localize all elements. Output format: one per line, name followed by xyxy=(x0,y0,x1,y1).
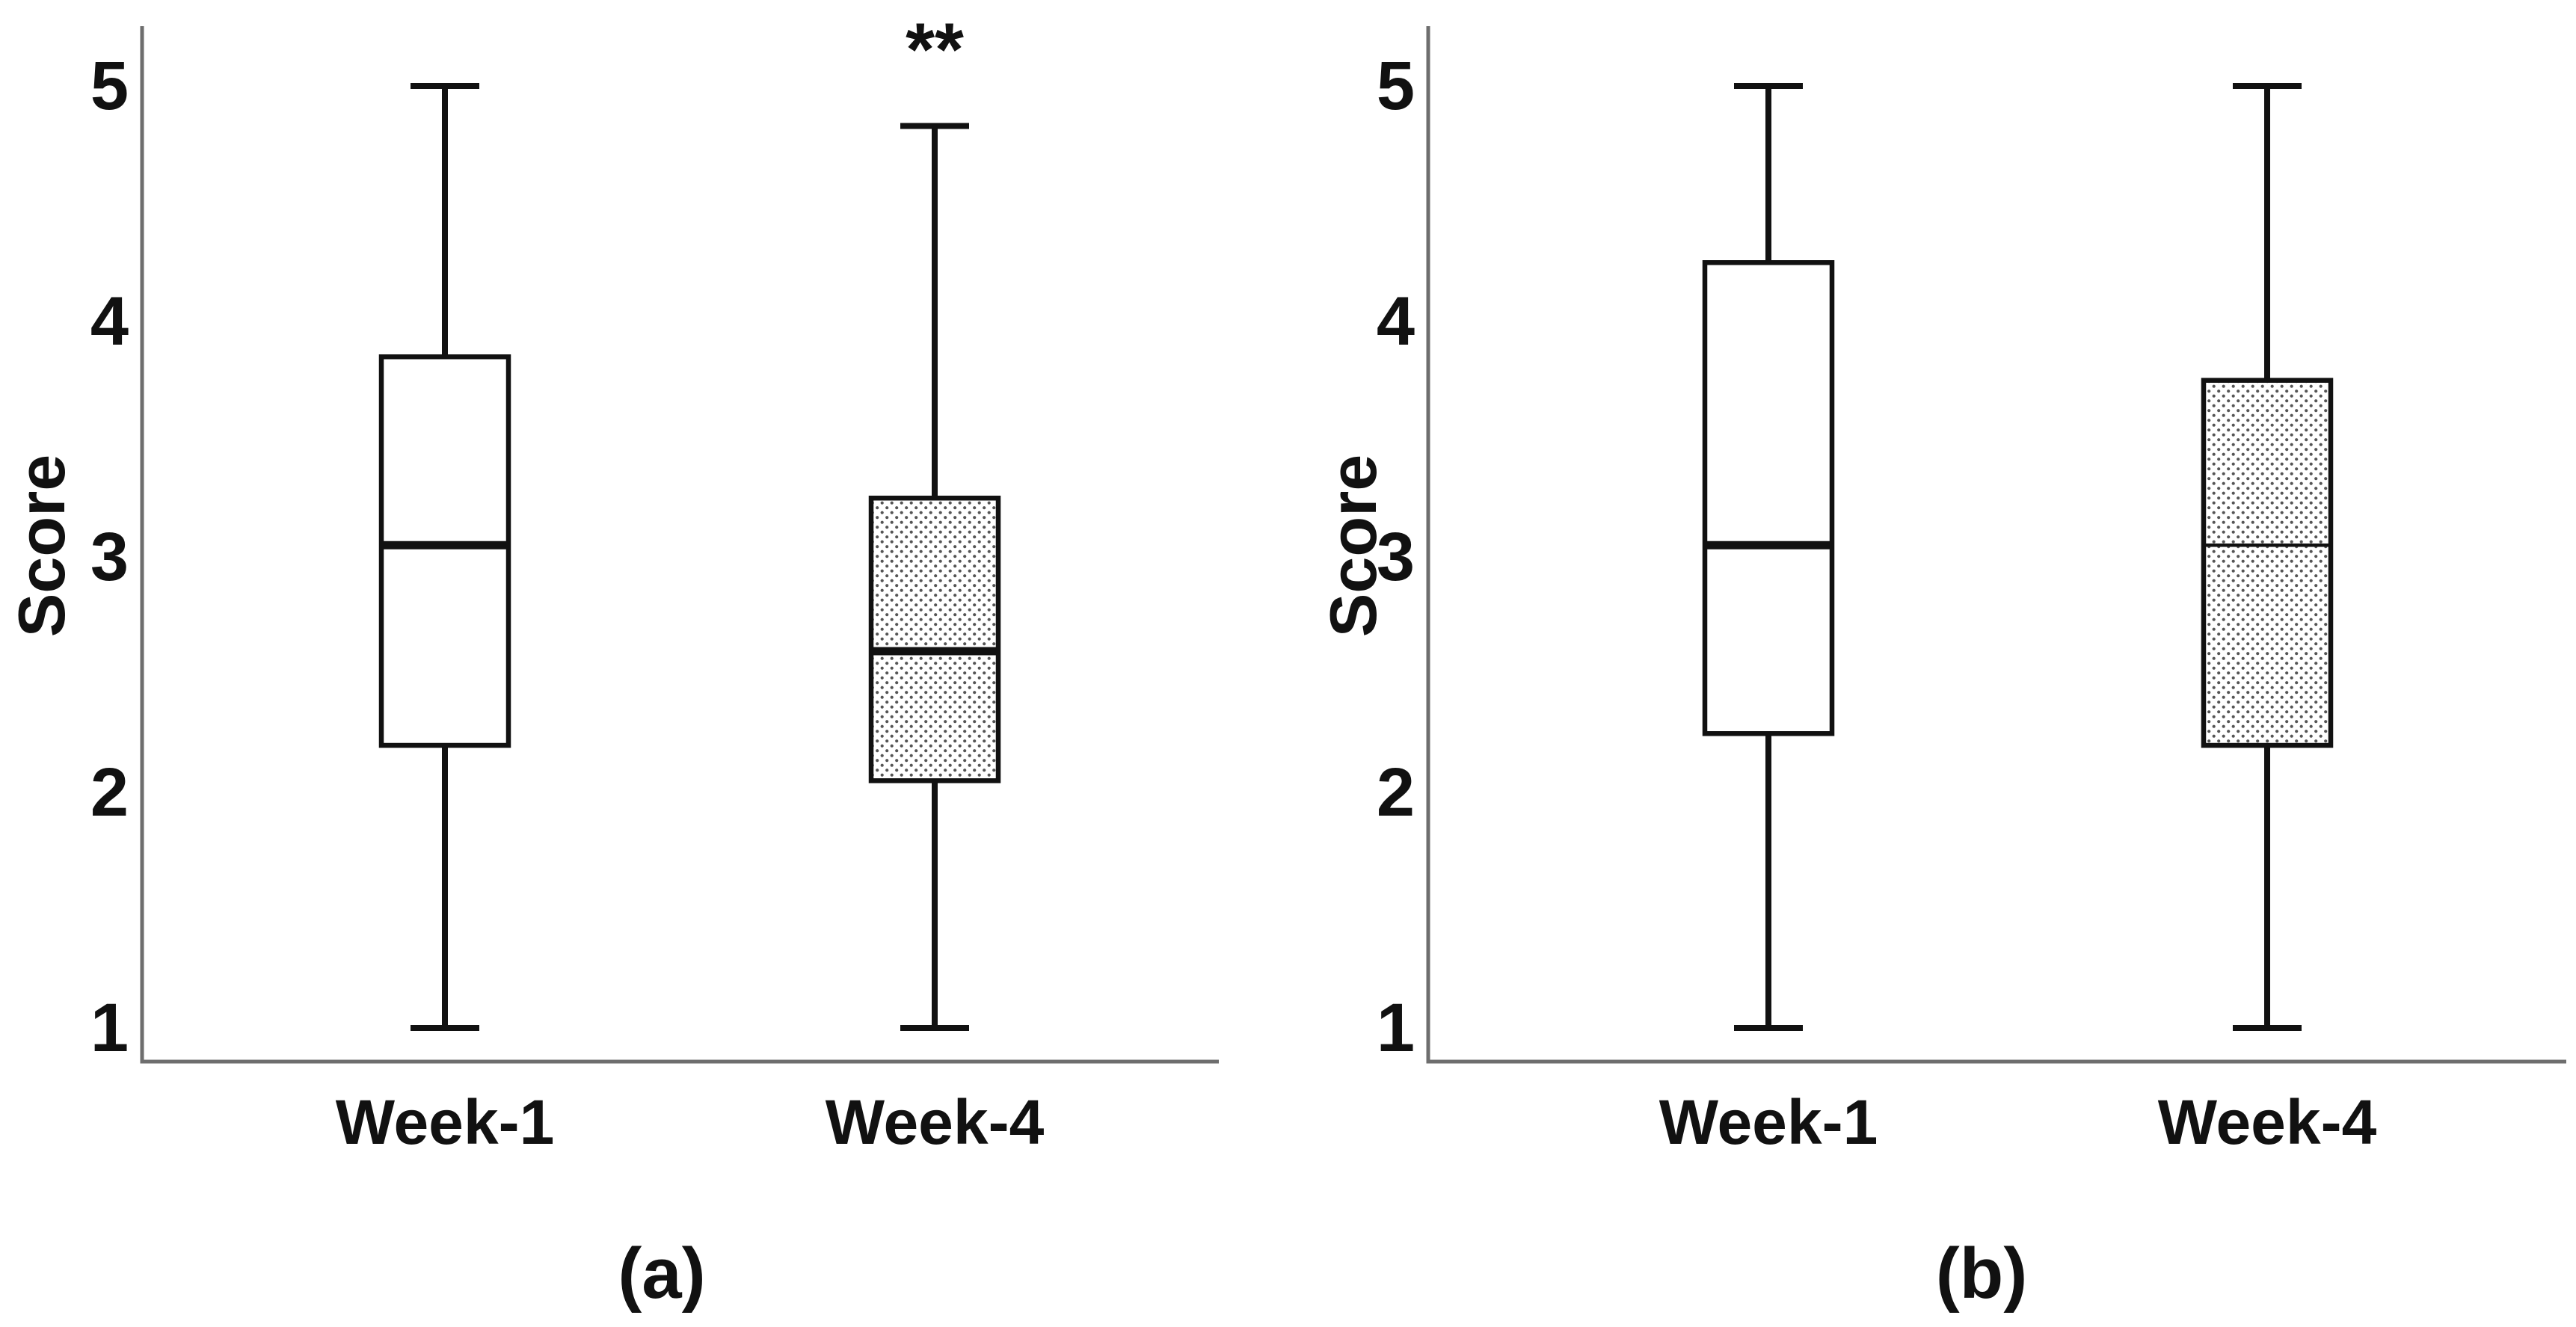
y-tick-label-3: 3 xyxy=(1377,519,1415,595)
box-b-week-4 xyxy=(2201,83,2334,1031)
x-category-label-week-1: Week-1 xyxy=(336,1087,555,1157)
y-tick-label-3: 3 xyxy=(90,519,129,595)
y-tick-label-5: 5 xyxy=(1377,48,1415,124)
y-tick-label-1: 1 xyxy=(90,990,129,1066)
y-tick-label-4: 4 xyxy=(1377,283,1415,360)
iqr-box xyxy=(1702,260,1835,736)
panel-caption-b: (b) xyxy=(1935,1234,2028,1314)
panel-b: 1 2 3 4 5 Week-1 Week-4 xyxy=(1377,26,2566,1157)
y-tick-label-2: 2 xyxy=(1377,754,1415,831)
iqr-box xyxy=(868,496,1001,783)
panel-caption-a: (a) xyxy=(618,1234,706,1314)
y-tick-label-5: 5 xyxy=(90,48,129,124)
significance-annotation: ** xyxy=(906,8,964,92)
box-a-week-4: ** xyxy=(868,8,1001,1031)
y-tick-label-4: 4 xyxy=(90,283,129,360)
y-tick-label-1: 1 xyxy=(1377,990,1415,1066)
x-category-label-week-1: Week-1 xyxy=(1659,1087,1878,1157)
x-category-label-week-4: Week-4 xyxy=(2158,1087,2377,1157)
y-axis-title-panel-a: Score xyxy=(4,454,79,638)
x-category-label-week-4: Week-4 xyxy=(826,1087,1045,1157)
panel-a-axes: 1 2 3 4 5 xyxy=(90,26,1219,1066)
panel-a: 1 2 3 4 5 Week-1 Week-4 ** xyxy=(90,8,1219,1157)
y-axis-title-panel-b: Score xyxy=(1316,454,1390,638)
y-tick-label-2: 2 xyxy=(90,754,129,831)
iqr-box xyxy=(2201,378,2334,748)
iqr-box xyxy=(378,354,511,748)
box-a-week-1 xyxy=(378,83,511,1031)
panel-b-axes: 1 2 3 4 5 xyxy=(1377,26,2566,1066)
box-b-week-1 xyxy=(1702,83,1835,1031)
